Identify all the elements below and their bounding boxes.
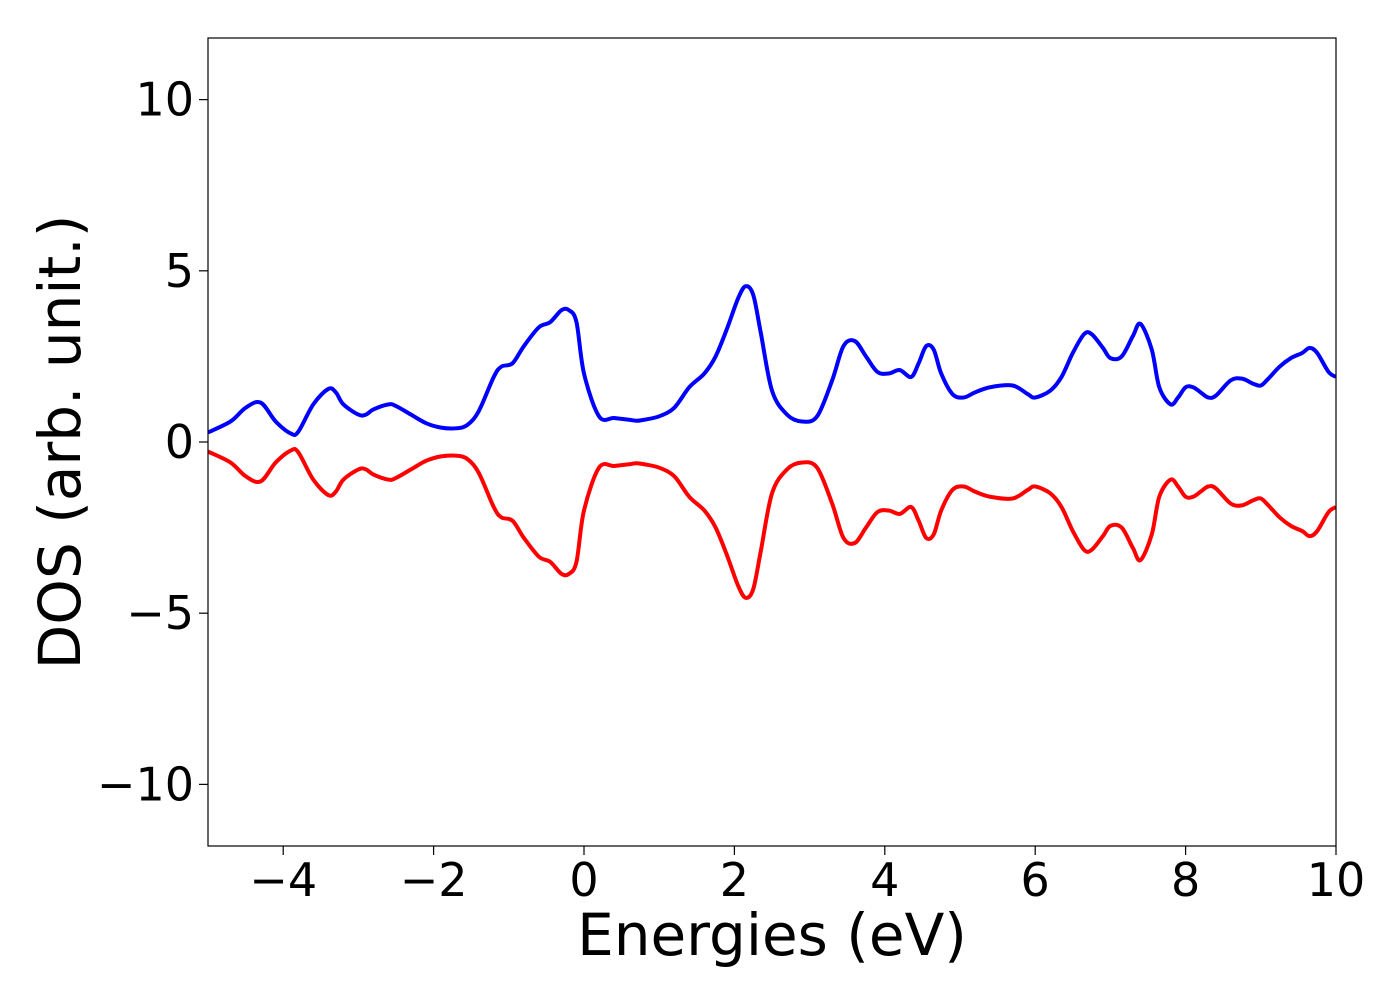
y-tick-label: 10 [135,73,194,127]
x-tick-label: 2 [720,853,749,907]
spin-down-dos-line [208,446,1336,600]
x-tick-label: 4 [870,853,899,907]
spin-up-dos-line [208,284,1336,438]
y-tick-label: 5 [165,244,194,298]
y-tick-label: −5 [126,586,194,640]
y-tick-label: −10 [97,757,194,811]
y-axis-label: DOS (arb. unit.) [26,215,94,670]
y-tick-label: 0 [165,415,194,469]
x-tick-label: 0 [569,853,598,907]
x-tick-label: −4 [249,853,317,907]
x-tick-label: 8 [1171,853,1200,907]
x-tick-label: −2 [400,853,468,907]
x-axis-label: Energies (eV) [577,901,967,969]
x-tick-label: 6 [1021,853,1050,907]
plot-frame [207,37,1337,847]
x-tick-label: 10 [1307,853,1366,907]
